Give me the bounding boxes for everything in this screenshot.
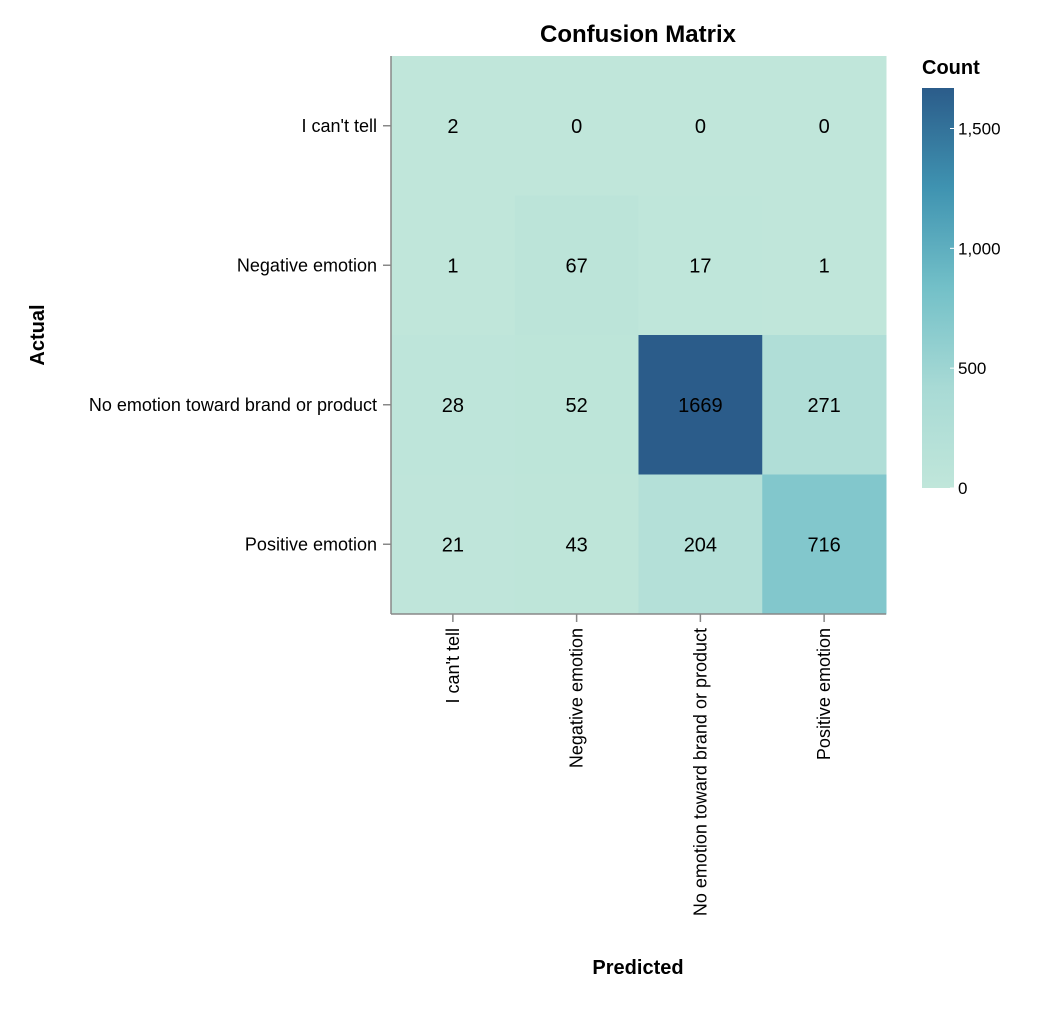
- cell-value-label: 28: [442, 395, 464, 417]
- x-tick-label: Negative emotion: [567, 628, 587, 768]
- legend-tick-label: 1,500: [958, 120, 1001, 139]
- heatmap-cell: [391, 195, 516, 336]
- legend-gradient-bar: [922, 88, 954, 488]
- legend-title: Count: [922, 57, 980, 79]
- cell-value-label: 1669: [678, 395, 723, 417]
- y-tick-label: I can't tell: [302, 116, 377, 136]
- chart-title: Confusion Matrix: [540, 21, 737, 48]
- x-tick-label: No emotion toward brand or product: [690, 628, 710, 916]
- legend-ticks: 0 500 1,000 1,500: [950, 120, 1001, 498]
- cell-value-label: 21: [442, 534, 464, 556]
- heatmap-cell: [762, 335, 887, 475]
- y-tick-label: Positive emotion: [245, 534, 377, 554]
- cell-labels: 2 0 0 0 1 67 17 1 28 52 1669 271 21 43 204 716: [442, 116, 841, 557]
- x-tick-label: I can't tell: [443, 628, 463, 703]
- heatmap-cell: [762, 195, 887, 336]
- cell-value-label: 67: [566, 255, 588, 277]
- y-tick-label: No emotion toward brand or product: [89, 395, 377, 415]
- cell-value-label: 52: [566, 395, 588, 417]
- cell-value-label: 204: [684, 534, 717, 556]
- heatmap-cell: [638, 56, 763, 196]
- heatmap-cell: [514, 56, 639, 196]
- heatmap-cell: [638, 335, 763, 475]
- heatmap-cell: [638, 474, 763, 615]
- heatmap-cell: [762, 56, 887, 196]
- heatmap-cell: [391, 56, 516, 196]
- x-axis-title: Predicted: [592, 957, 683, 979]
- cell-value-label: 1: [447, 255, 458, 277]
- cell-value-label: 2: [447, 116, 458, 138]
- heatmap-cell: [762, 474, 887, 615]
- cell-value-label: 0: [695, 116, 706, 138]
- y-tick-label: Negative emotion: [237, 255, 377, 275]
- heatmap-cell: [391, 474, 516, 615]
- heatmap-cell: [514, 195, 639, 336]
- heatmap-cells: [391, 56, 887, 615]
- legend-tick-label: 0: [958, 479, 967, 498]
- heatmap-cell: [391, 335, 516, 475]
- heatmap-cell: [638, 195, 763, 336]
- y-axis-ticks: I can't tell Negative emotion No emotion t…: [89, 116, 391, 554]
- cell-value-label: 17: [689, 255, 711, 277]
- cell-value-label: 1: [819, 255, 830, 277]
- heatmap-cell: [514, 474, 639, 615]
- legend-tick-label: 500: [958, 359, 986, 378]
- x-tick-label: Positive emotion: [814, 628, 834, 760]
- color-legend: Count 0 500 1,000 1,500: [922, 57, 1001, 498]
- heatmap-cell: [514, 335, 639, 475]
- cell-value-label: 43: [566, 534, 588, 556]
- cell-value-label: 0: [571, 116, 582, 138]
- y-axis-title: Actual: [27, 304, 49, 365]
- cell-value-label: 716: [807, 534, 840, 556]
- legend-tick-label: 1,000: [958, 239, 1001, 258]
- x-axis-ticks: I can't tell Negative emotion No emotion t…: [443, 614, 834, 916]
- cell-value-label: 0: [819, 116, 830, 138]
- cell-value-label: 271: [807, 395, 840, 417]
